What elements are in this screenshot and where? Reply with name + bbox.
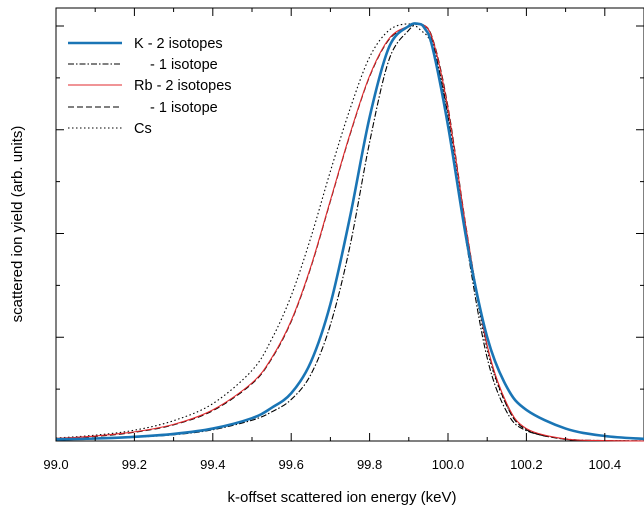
legend-label-2: Rb - 2 isotopes [134,78,232,94]
x-tick-label: 99.2 [122,457,147,472]
x-axis-label: k-offset scattered ion energy (keV) [228,489,457,506]
x-tick-label: 100.0 [432,457,465,472]
y-axis-ticks [56,25,644,390]
x-tick-label: 99.6 [279,457,304,472]
legend-label-0: K - 2 isotopes [134,36,223,52]
legend: K - 2 isotopes - 1 isotope Rb - 2 isotopes… [68,36,232,137]
x-tick-label: 99.4 [200,457,225,472]
plot-frame [55,7,644,442]
x-axis-ticks [55,8,606,441]
y-axis-label: scattered ion yield (arb. units) [9,126,26,323]
x-tick-label: 100.4 [589,457,622,472]
x-tick-label: 99.8 [357,457,382,472]
legend-label-4: Cs [134,121,152,137]
legend-label-1: - 1 isotope [150,57,218,73]
curves [55,22,644,442]
series-line-0 [55,22,644,441]
legend-label-3: - 1 isotope [150,100,218,116]
x-tick-labels: 99.0 99.2 99.4 99.6 99.8 100.0 100.2 100.4 [43,457,621,472]
series-line-2 [55,22,644,442]
x-tick-label: 100.2 [510,457,543,472]
x-tick-label: 99.0 [43,457,68,472]
